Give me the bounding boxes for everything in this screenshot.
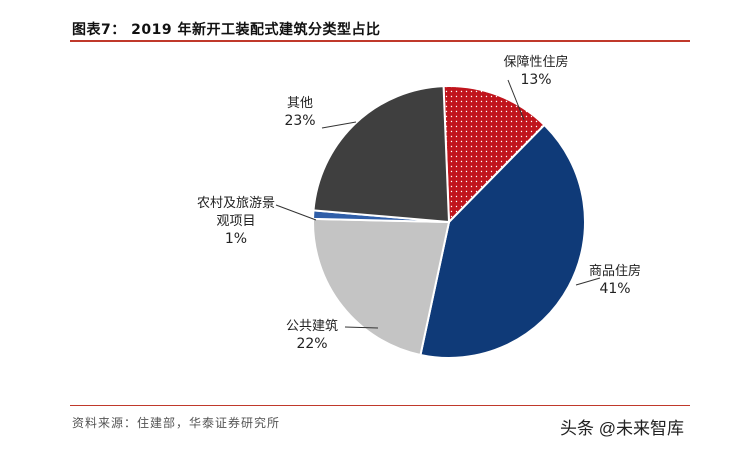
slice-other bbox=[312, 85, 451, 224]
slice-affordable-housing-leader bbox=[507, 79, 525, 121]
slice-commercial-housing bbox=[419, 123, 586, 359]
slice-other-leader bbox=[321, 121, 357, 129]
slice-public-buildings bbox=[312, 217, 451, 357]
source-note: 资料来源：住建部，华泰证券研究所 bbox=[72, 416, 281, 430]
slice-public-buildings-percent: 22% bbox=[296, 336, 327, 352]
slice-affordable-housing-percent: 13% bbox=[520, 72, 551, 88]
slice-commercial-housing-leader bbox=[575, 277, 601, 286]
slice-rural-tourism-percent: 1% bbox=[225, 231, 247, 247]
watermark: 头条 @未来智库 bbox=[560, 419, 684, 438]
slice-public-buildings-label: 公共建筑 bbox=[286, 318, 338, 334]
slice-commercial-housing-percent: 41% bbox=[599, 281, 630, 297]
chart-title: 图表7： 2019 年新开工装配式建筑分类型占比 bbox=[72, 22, 381, 38]
slice-affordable-housing-label: 保障性住房 bbox=[503, 54, 568, 70]
slice-commercial-housing-label: 商品住房 bbox=[589, 263, 641, 279]
slice-rural-tourism-label: 农村及旅游景 bbox=[197, 196, 275, 211]
slice-rural-tourism-label: 观项目 bbox=[216, 214, 255, 229]
slice-rural-tourism-leader bbox=[275, 204, 317, 221]
title-rule bbox=[70, 40, 690, 42]
slice-public-buildings-leader bbox=[344, 326, 379, 329]
slice-other-label: 其他 bbox=[287, 96, 313, 111]
slice-other-percent: 23% bbox=[284, 113, 315, 129]
footer-rule bbox=[70, 405, 690, 406]
slice-affordable-housing bbox=[442, 85, 546, 225]
